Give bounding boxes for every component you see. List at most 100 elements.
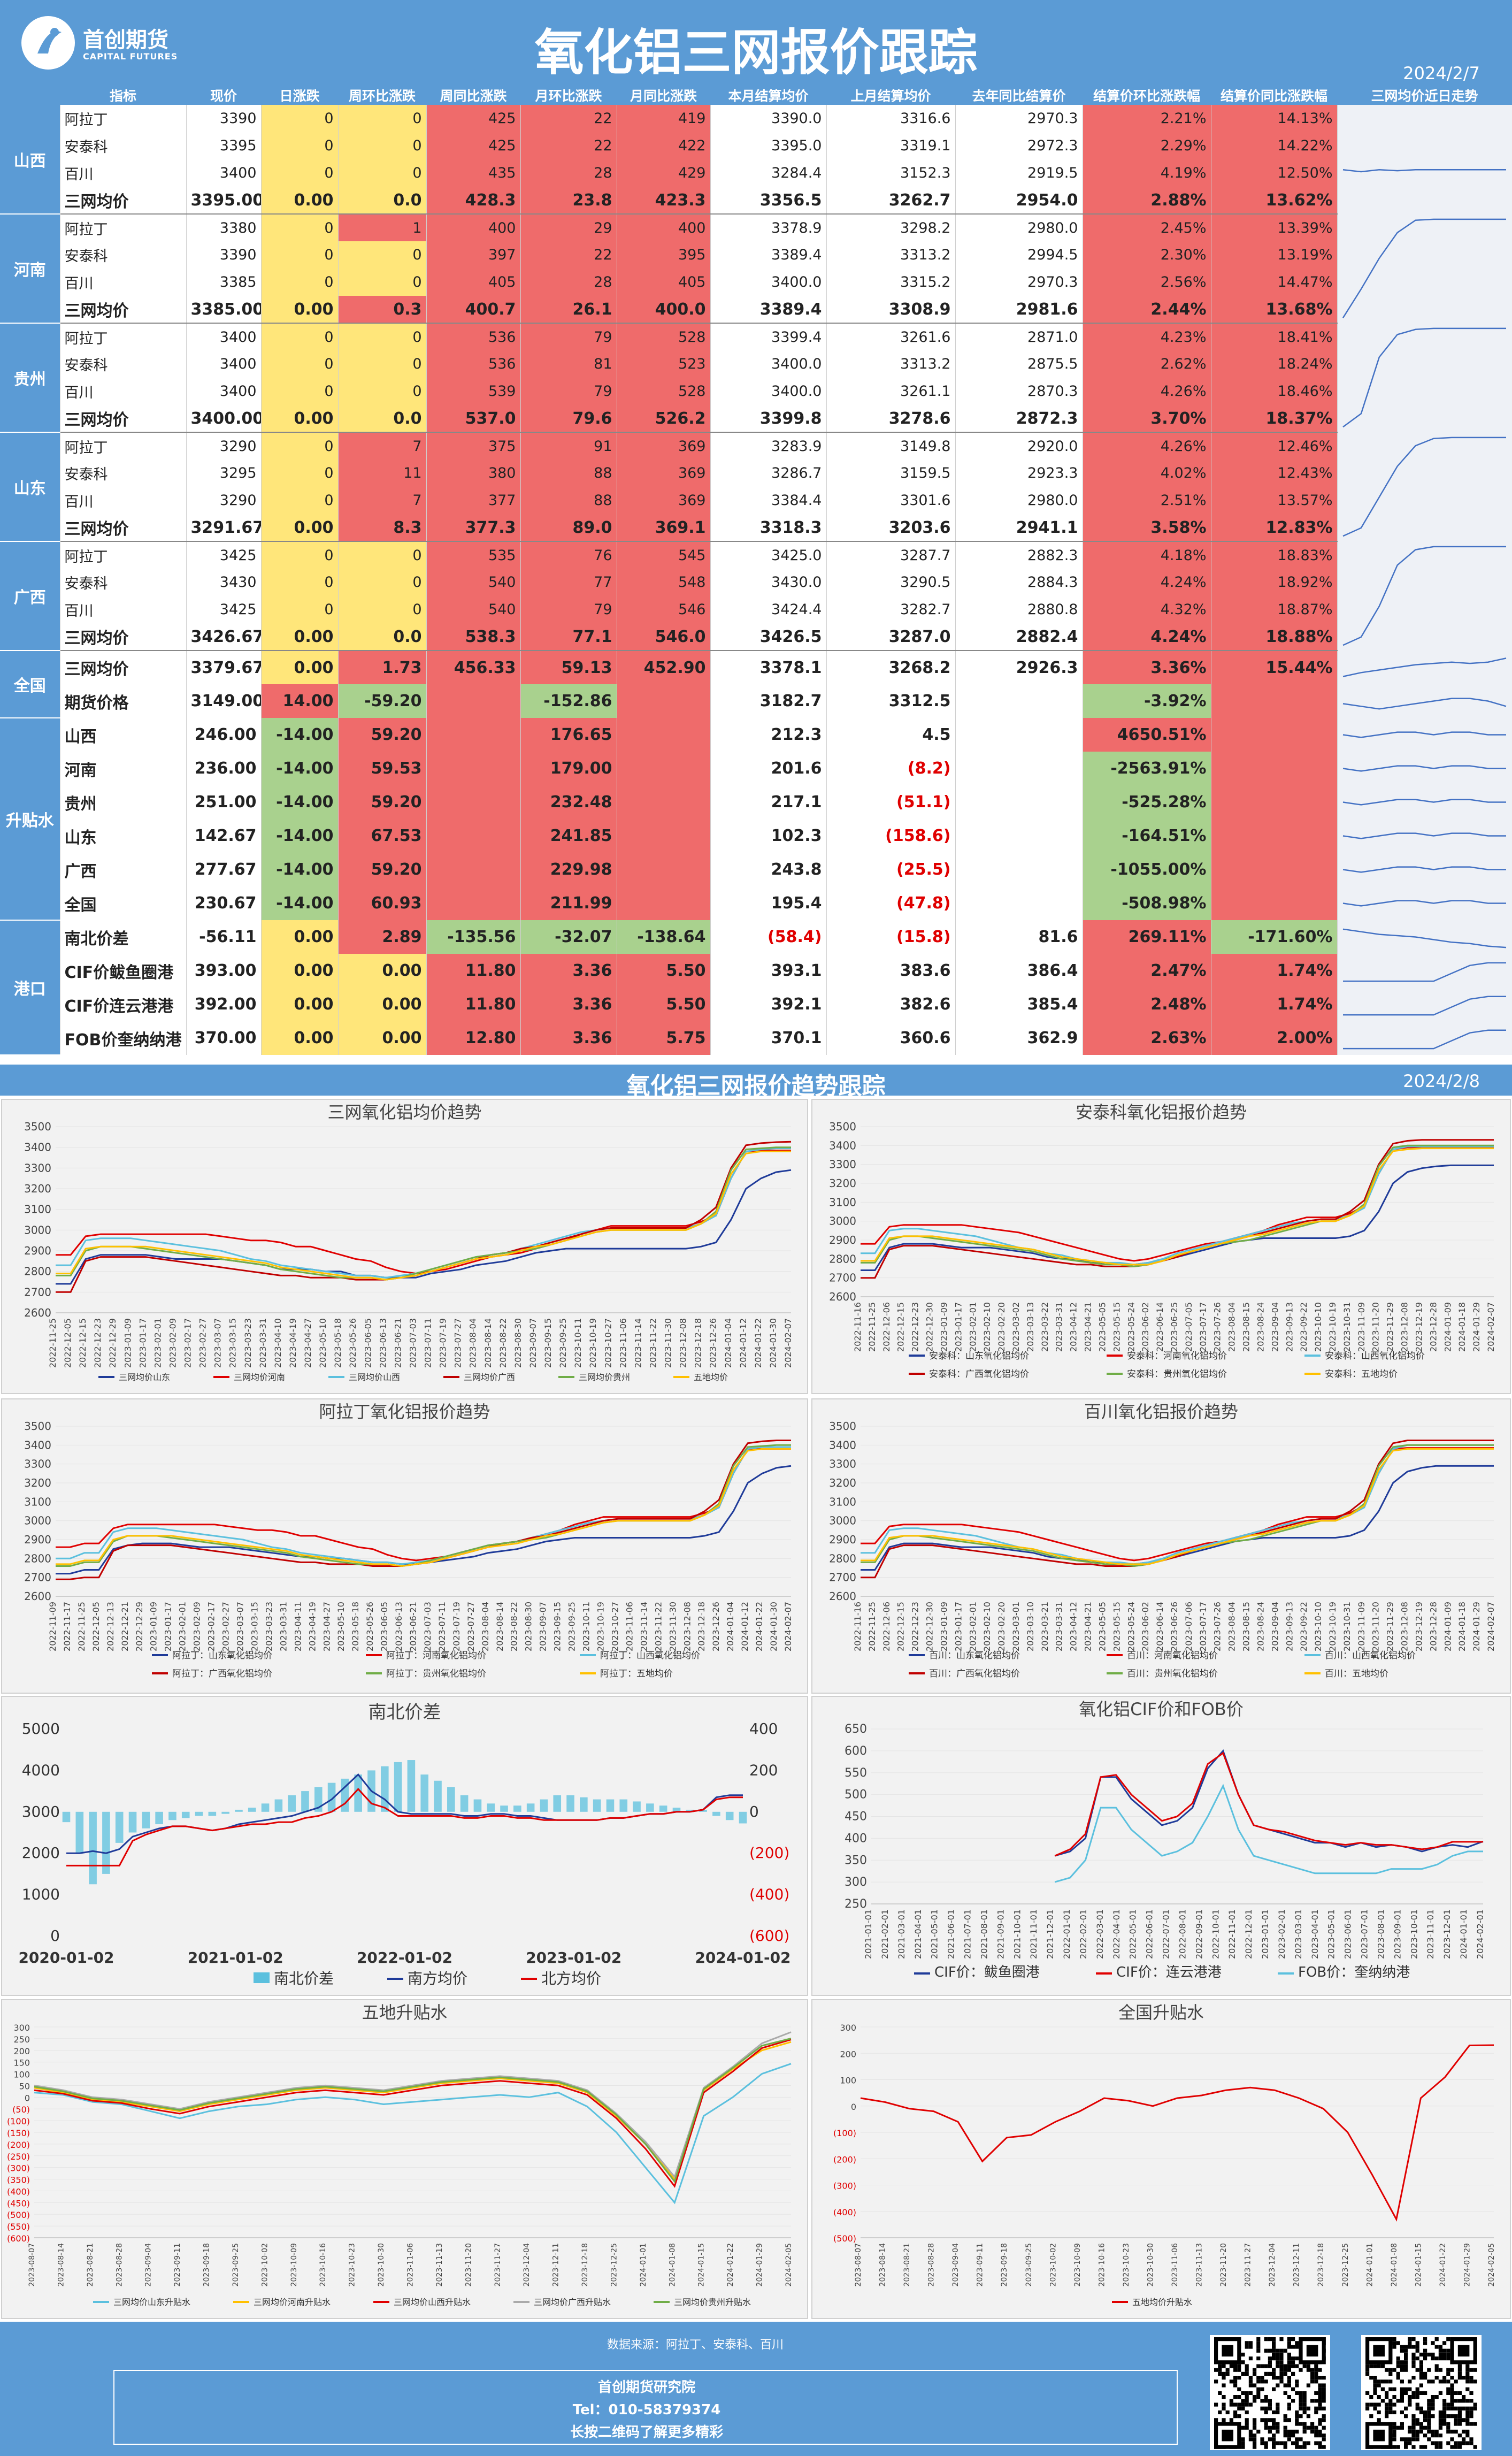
y-tick-label: (150)	[7, 2128, 30, 2138]
qr-module	[1310, 2380, 1315, 2384]
table-cell: 14.00	[261, 684, 339, 718]
table-cell: -32.07	[520, 920, 617, 954]
qr-module	[1272, 2376, 1276, 2380]
table-cell: 375	[426, 432, 521, 460]
qr-code-1[interactable]	[1210, 2335, 1330, 2450]
x-tick-label: 2022-12-29	[108, 1318, 118, 1368]
sparkline-path	[1342, 928, 1506, 948]
qr-module	[1241, 2445, 1245, 2449]
region-label: 山东	[0, 432, 60, 542]
qr-module	[1302, 2445, 1307, 2449]
qr-module	[1268, 2418, 1272, 2422]
qr-module	[1419, 2391, 1423, 2395]
table-cell: 0	[338, 378, 427, 405]
y-tick-label: (250)	[7, 2152, 30, 2162]
spread-bar	[566, 1795, 574, 1812]
qr-module	[1454, 2445, 1458, 2449]
table-cell: 2882.4	[955, 623, 1083, 651]
x-tick-label: 2023-10-16	[319, 2243, 327, 2286]
y-tick-label: 3400	[24, 1141, 51, 1154]
table-row: 安泰科 3390 0 0 397 22 395 3389.4 3313.2 2994.5 2.30%…	[0, 241, 1512, 269]
table-cell: -59.20	[338, 684, 427, 718]
x-tick-label: 2023-11-01	[1425, 1909, 1436, 1959]
table-cell: 277.67	[186, 853, 262, 886]
qr-module	[1306, 2441, 1310, 2445]
qr-module	[1260, 2441, 1264, 2445]
qr-finder-core	[1222, 2345, 1233, 2356]
qr-module	[1388, 2371, 1393, 2376]
x-tick-label: 2023-06-02	[1140, 1602, 1150, 1651]
qr-module	[1241, 2371, 1245, 2376]
legend-label: 阿拉丁：贵州氧化铝均价	[386, 1669, 486, 1679]
spread-bar	[513, 1805, 521, 1812]
x-tick-label: 2022-10-01	[1210, 1909, 1221, 1959]
qr-module	[1310, 2368, 1315, 2372]
chart-cif-fob: 氧化铝CIF价和FOB价 250 300 350 400 450 500 550 600 650 2…	[811, 1696, 1511, 1996]
table-cell: -14.00	[261, 853, 339, 886]
table-cell: 0	[338, 569, 427, 596]
trend-sparkline	[1337, 920, 1512, 954]
table-cell: 142.67	[186, 819, 262, 853]
qr-module	[1423, 2348, 1427, 2353]
qr-module	[1400, 2345, 1404, 2349]
qr-module	[1411, 2437, 1416, 2442]
qr-module	[1419, 2422, 1423, 2426]
x-tick-label: 2022-08-01	[1177, 1909, 1187, 1959]
qr-code-2[interactable]	[1361, 2335, 1482, 2450]
sparkline-path	[1342, 437, 1506, 537]
qr-module	[1222, 2364, 1226, 2368]
qr-module	[1419, 2364, 1423, 2368]
table-cell: 4.26%	[1083, 432, 1211, 460]
table-cell: 537.0	[426, 405, 521, 433]
x-tick-label: 2023-10-19	[596, 1602, 606, 1651]
qr-module	[1256, 2348, 1261, 2353]
qr-module	[1272, 2352, 1276, 2356]
table-cell: 179.00	[520, 752, 617, 785]
table-cell: 400	[617, 214, 711, 241]
table-cell: 0.0	[338, 187, 427, 215]
table-cell: 0	[261, 105, 339, 132]
table-cell: 3430	[186, 569, 262, 596]
chart-title: 安泰科氧化铝报价趋势	[1076, 1102, 1247, 1122]
x-tick-label: 2023-04-21	[1083, 1602, 1093, 1651]
table-cell: 3424.4	[710, 596, 827, 623]
qr-module	[1276, 2403, 1280, 2407]
y-tick-label: 3200	[24, 1476, 51, 1489]
qr-module	[1279, 2441, 1284, 2445]
qr-module	[1438, 2434, 1442, 2438]
qr-module	[1268, 2337, 1272, 2342]
qr-module	[1318, 2429, 1322, 2434]
qr-module	[1302, 2441, 1307, 2445]
qr-module	[1287, 2434, 1291, 2438]
qr-module	[1423, 2376, 1427, 2380]
y-tick-label: 3000	[24, 1514, 51, 1527]
table-cell: 0	[261, 541, 339, 569]
x-tick-label: 2023-01-17	[163, 1602, 173, 1651]
table-cell: 3316.6	[826, 105, 956, 132]
qr-module	[1318, 2418, 1322, 2422]
trend-sparkline	[1337, 651, 1512, 684]
qr-module	[1400, 2364, 1404, 2368]
table-cell	[617, 886, 711, 920]
qr-module	[1279, 2368, 1284, 2372]
qr-module	[1306, 2426, 1310, 2430]
qr-module	[1392, 2422, 1396, 2426]
qr-module	[1295, 2364, 1299, 2368]
qr-module	[1434, 2429, 1439, 2434]
qr-module	[1419, 2368, 1423, 2372]
table-cell: (25.5)	[826, 853, 956, 886]
qr-module	[1272, 2426, 1276, 2430]
spread-bar	[168, 1811, 176, 1820]
qr-module	[1287, 2345, 1291, 2349]
legend-label: 百川：山西氧化铝均价	[1325, 1650, 1416, 1661]
x-tick-label: 2021-04-01	[913, 1909, 923, 1959]
table-cell: 2920.0	[955, 432, 1083, 460]
x-tick-label: 2023-08-15	[1241, 1302, 1252, 1352]
x-tick-label: 2023-03-02	[1011, 1302, 1021, 1352]
qr-module	[1287, 2403, 1291, 2407]
qr-module	[1438, 2418, 1442, 2422]
table-cell: 269.11%	[1083, 920, 1211, 954]
table-cell: 3312.5	[826, 684, 956, 718]
qr-module	[1438, 2445, 1442, 2449]
y-tick-label: 3100	[24, 1495, 51, 1508]
